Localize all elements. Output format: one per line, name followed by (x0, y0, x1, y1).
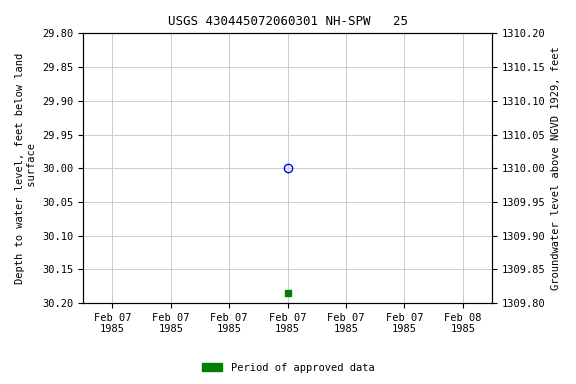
Y-axis label: Groundwater level above NGVD 1929, feet: Groundwater level above NGVD 1929, feet (551, 46, 561, 290)
Y-axis label: Depth to water level, feet below land
 surface: Depth to water level, feet below land su… (15, 53, 37, 284)
Title: USGS 430445072060301 NH-SPW   25: USGS 430445072060301 NH-SPW 25 (168, 15, 408, 28)
Legend: Period of approved data: Period of approved data (198, 359, 378, 377)
